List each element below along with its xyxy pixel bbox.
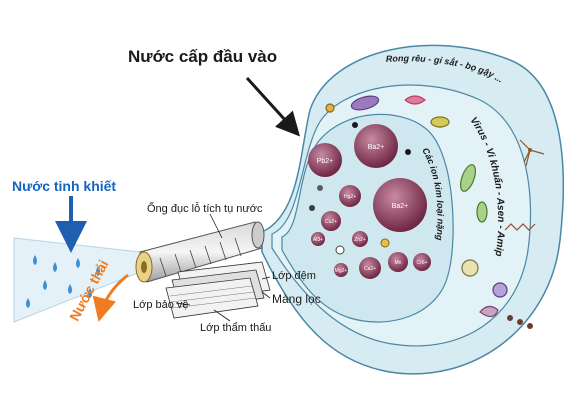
ion-label: Mg2+ — [335, 268, 348, 274]
leader-lines — [175, 213, 271, 322]
feed-arrow — [245, 76, 301, 137]
ion-bubble — [413, 253, 431, 271]
ion-label: Ba2+ — [392, 203, 409, 210]
membrane-sheets — [165, 261, 271, 319]
ion-bubble — [352, 231, 368, 247]
water-droplets — [26, 255, 100, 308]
membrane-label: Màng lọc — [272, 292, 321, 306]
pure-water-label: Nước tinh khiết — [12, 178, 117, 194]
ion-label: Cr6+ — [417, 260, 428, 266]
ion-bubble — [354, 124, 398, 168]
waste-water-arrow — [92, 273, 129, 322]
feed-water-title: Nước cấp đầu vào — [128, 47, 278, 66]
ion-label: Cu2+ — [325, 219, 337, 225]
ion-label: Hg2+ — [344, 194, 356, 200]
ion-bubble — [334, 263, 348, 277]
ion-bubbles: Pb2+ Ba2+ Ba2+ Hg2+ Cu2+ Zn2+ Al3+ Ca2+ … — [308, 122, 431, 279]
ion-label: Ca2+ — [364, 266, 376, 272]
ion-label: Zn2+ — [354, 237, 366, 243]
permeate-layer-label: Lớp thẩm thấu — [200, 322, 272, 334]
ion-label: Al3+ — [313, 237, 323, 243]
ion-bubble — [339, 185, 361, 207]
collection-tube-label: Ống đục lỗ tích tụ nước — [147, 203, 263, 215]
cushion-layer-label: Lớp đệm — [272, 270, 316, 282]
ro-membrane-cartridge — [135, 221, 265, 283]
ion-bubble — [311, 232, 325, 246]
ion-bubble — [321, 211, 341, 231]
ion-bubble — [373, 178, 427, 232]
ion-bubble — [359, 257, 381, 279]
microorganisms — [325, 95, 545, 329]
ion-label: Mn — [395, 260, 402, 266]
ion-bubble — [388, 252, 408, 272]
protective-layer-label: Lớp bảo vệ — [133, 299, 189, 311]
ion-label: Pb2+ — [317, 158, 334, 165]
ion-label: Ba2+ — [368, 144, 385, 151]
ion-bubble — [308, 143, 342, 177]
